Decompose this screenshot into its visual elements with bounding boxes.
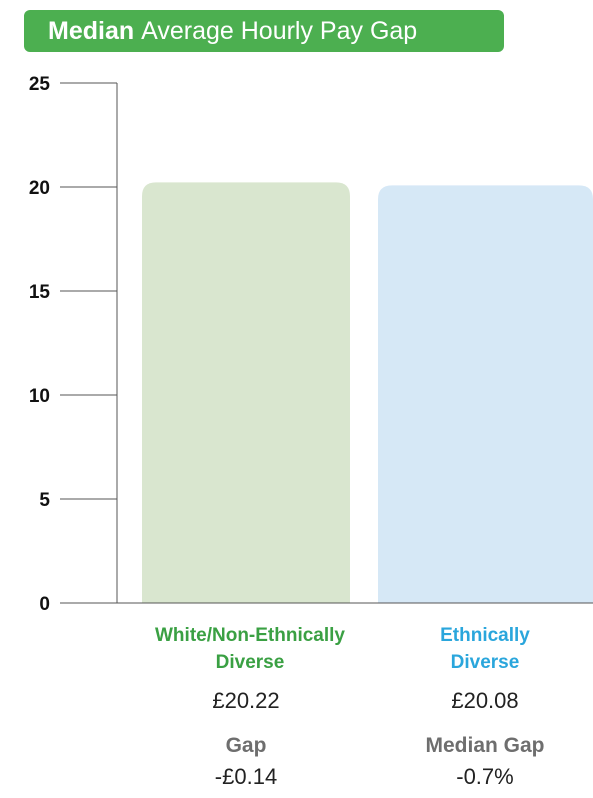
y-tick-label-25: 25 [29, 74, 51, 95]
bar-white [142, 182, 350, 603]
category-label-ethnic: Ethnically Diverse [385, 622, 585, 676]
median-gap-label: Median Gap [425, 734, 545, 757]
category-label-ethnic-line2: Diverse [450, 652, 520, 673]
gap-label: Gap [225, 734, 267, 757]
category-value-white: £20.22 [212, 688, 280, 713]
y-tick-label-15: 15 [29, 282, 51, 303]
category-value-ethnic: £20.08 [451, 688, 519, 713]
y-tick-label-20: 20 [29, 178, 50, 199]
y-tick-label-10: 10 [29, 386, 50, 407]
bar-ethnic [378, 185, 593, 603]
bar-chart: 0 5 10 15 20 25 [29, 74, 593, 615]
median-gap-value: -0.7% [456, 764, 514, 789]
y-tick-label-5: 5 [39, 490, 50, 511]
category-label-white: White/Non-Ethnically Diverse [100, 622, 400, 676]
category-label-white-line2: Diverse [215, 652, 285, 673]
category-label-ethnic-line1: Ethnically [440, 625, 530, 646]
category-label-white-line1: White/Non-Ethnically [155, 625, 345, 646]
gap-value: -£0.14 [214, 764, 278, 789]
title-bold: Median [48, 16, 135, 45]
y-tick-label-0: 0 [39, 594, 50, 615]
title-rest: Average Hourly Pay Gap [141, 16, 418, 45]
chart-title-banner: Median Average Hourly Pay Gap [24, 10, 504, 52]
